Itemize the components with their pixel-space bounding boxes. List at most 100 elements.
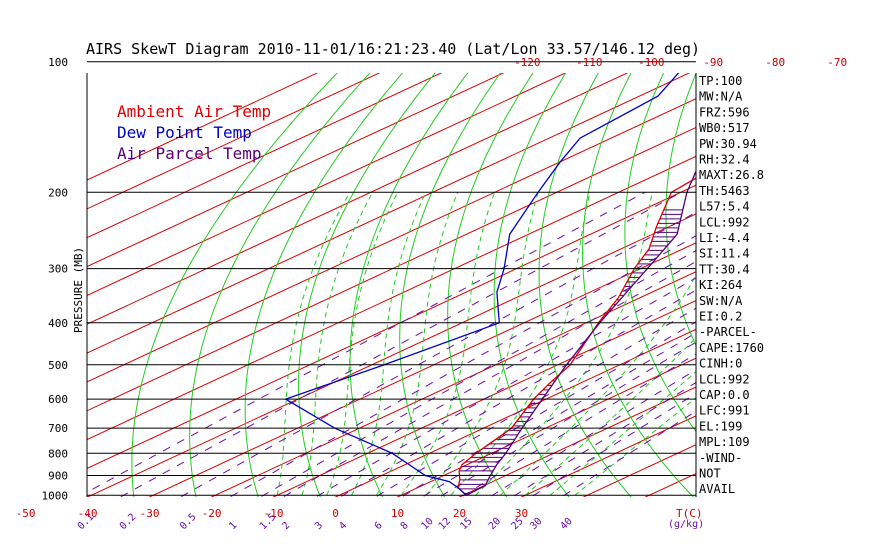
pressure-tick-label: 100 — [48, 56, 68, 69]
index-entry: TH:5463 — [699, 184, 750, 198]
bottom-temp-tick-label: -50 — [16, 507, 36, 520]
isotherm-line — [87, 73, 381, 210]
pressure-tick-label: 300 — [48, 263, 68, 276]
index-entry: CAPE:1760 — [699, 341, 764, 355]
mixing-ratio-line — [560, 410, 696, 497]
dry-adiabat-line — [855, 71, 870, 505]
mixing-ratio-tick-label: 20 — [487, 516, 503, 532]
isotherm-line — [458, 386, 696, 497]
top-temp-tick-label: -90 — [703, 56, 723, 69]
dry-adiabat-line — [131, 73, 338, 497]
mixing-ratio-line — [228, 235, 696, 497]
top-temp-tick-label: -100 — [638, 56, 665, 69]
moist-adiabat-line — [276, 192, 351, 496]
moist-adiabat-line — [475, 192, 653, 496]
mixing-ratio-unit-label: (g/kg) — [668, 519, 704, 530]
index-entry: AVAIL — [699, 482, 735, 496]
isotherm-line — [87, 73, 443, 239]
top-temp-tick-label: -80 — [765, 56, 785, 69]
dry-adiabat-line — [582, 73, 695, 497]
mixing-ratio-tick-label: 10 — [419, 516, 435, 532]
index-entry: CAP:0.0 — [699, 388, 750, 402]
index-entry: L57:5.4 — [699, 200, 750, 214]
index-entry: TP:100 — [699, 74, 742, 88]
mixing-ratio-tick-label: 40 — [558, 516, 574, 532]
isotherm-line — [87, 73, 505, 268]
isotherm-line — [396, 357, 696, 497]
dry-adiabat-line — [244, 73, 404, 497]
index-entry: KI:264 — [699, 278, 742, 292]
index-entry: SI:11.4 — [699, 247, 750, 261]
isotherm-line — [87, 213, 696, 497]
bottom-temp-tick-label: -10 — [264, 507, 284, 520]
index-entry: NOT — [699, 467, 721, 481]
top-temp-tick-label: -120 — [514, 56, 541, 69]
index-entry: EI:0.2 — [699, 310, 742, 324]
top-temp-tick-label: -110 — [576, 56, 603, 69]
moist-adiabat-line — [351, 192, 427, 496]
mixing-ratio-tick-label: 1 — [227, 520, 239, 532]
mixing-ratio-line — [460, 353, 696, 497]
mixing-ratio-line — [282, 261, 696, 497]
moist-adiabat-line — [301, 192, 374, 496]
index-entry: LCL:992 — [699, 372, 750, 386]
moist-adiabat-line — [326, 192, 399, 496]
mixing-ratio-tick-label: 6 — [373, 520, 385, 532]
bottom-temp-tick-label: 30 — [515, 507, 528, 520]
pressure-tick-label: 700 — [48, 422, 68, 435]
top-temp-tick-label: -70 — [827, 56, 847, 69]
mixing-ratio-tick-label: 3 — [313, 520, 325, 532]
pressure-tick-label: 600 — [48, 393, 68, 406]
dry-adiabat-line — [624, 73, 696, 433]
mixing-ratio-tick-label: 2 — [280, 520, 292, 532]
pressure-tick-label: 1000 — [42, 489, 69, 502]
legend-ambient-air-temp: Ambient Air Temp — [117, 102, 271, 121]
index-entry: FRZ:596 — [699, 105, 750, 119]
dry-adiabat-line — [189, 73, 371, 497]
bottom-temp-tick-label: 0 — [332, 507, 339, 520]
moist-adiabat-line — [450, 192, 591, 496]
mixing-ratio-line — [530, 392, 696, 497]
isotherm-line — [87, 73, 629, 325]
dry-adiabat-line — [349, 73, 469, 497]
dry-adiabat-line — [399, 73, 501, 497]
mixing-ratio-line — [314, 277, 696, 497]
mixing-ratio-line — [438, 341, 696, 497]
mixing-ratio-line — [421, 332, 696, 497]
isotherm-line — [87, 73, 691, 354]
index-entry: LCL:992 — [699, 215, 750, 229]
ambient-air-temp-line — [457, 177, 696, 496]
dry-adiabat-line — [745, 71, 870, 505]
index-entry: EL:199 — [699, 419, 742, 433]
index-entry: WB0:517 — [699, 121, 750, 135]
dry-adiabat-line — [298, 73, 436, 497]
mixing-ratio-line — [374, 307, 696, 497]
mixing-ratio-tick-label: 4 — [337, 520, 349, 532]
isotherm-line — [148, 242, 696, 497]
index-entry: LFC:991 — [699, 404, 750, 418]
pressure-tick-label: 500 — [48, 359, 68, 372]
bottom-temp-tick-label: -40 — [78, 507, 98, 520]
index-entry: PW:30.94 — [699, 137, 757, 151]
pressure-tick-label: 900 — [48, 469, 68, 482]
legend: Ambient Air Temp Dew Point Temp Air Parc… — [117, 102, 271, 163]
legend-air-parcel-temp: Air Parcel Temp — [117, 144, 262, 163]
bottom-temp-tick-label: 20 — [453, 507, 466, 520]
mixing-ratio-tick-label: 0.2 — [118, 512, 139, 533]
chart-title: AIRS SkewT Diagram 2010-11-01/16:21:23.4… — [86, 40, 700, 58]
mixing-ratio-line — [339, 289, 696, 497]
dry-adiabat-line — [819, 71, 870, 505]
mixing-ratio-line — [179, 211, 696, 497]
index-entry: MPL:109 — [699, 435, 750, 449]
pressure-tick-label: 200 — [48, 186, 68, 199]
isotherm-line — [520, 415, 696, 497]
isotherm-line — [87, 155, 696, 441]
index-entry: -PARCEL- — [699, 325, 757, 339]
air-parcel-temp-line — [466, 169, 696, 496]
dry-adiabat-line — [782, 71, 870, 505]
mixing-ratio-line — [511, 381, 696, 497]
isotherm-line — [87, 73, 319, 181]
moist-adiabat-line — [375, 192, 459, 496]
